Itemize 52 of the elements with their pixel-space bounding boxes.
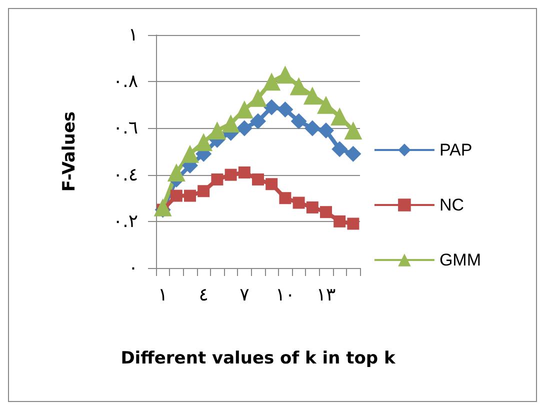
point	[292, 196, 305, 209]
point	[334, 215, 346, 228]
point	[170, 190, 182, 202]
point	[262, 72, 281, 91]
legend-label: PAP	[439, 140, 472, 160]
point	[181, 144, 199, 163]
point	[344, 122, 362, 140]
point	[320, 206, 332, 218]
y-axis-title: F-Values	[60, 111, 80, 192]
y-tick-label: ١	[128, 24, 138, 46]
point	[264, 99, 280, 116]
point	[250, 113, 266, 130]
point	[277, 102, 294, 118]
point	[303, 86, 322, 105]
point	[290, 113, 307, 130]
x-tick-label: ١٠	[276, 284, 295, 306]
point	[198, 185, 210, 198]
y-tick-label: ٠.٢	[112, 210, 138, 232]
point	[332, 141, 348, 158]
x-tick-label: ١٣	[316, 284, 336, 306]
point	[208, 122, 226, 140]
point	[249, 88, 267, 107]
point	[252, 173, 264, 186]
point	[318, 122, 334, 139]
point	[211, 173, 224, 186]
point	[167, 163, 186, 182]
point	[347, 218, 360, 230]
y-tick-label: ٠.٤	[112, 164, 138, 186]
point	[306, 201, 318, 214]
point	[154, 198, 172, 216]
y-tick-label: ٠.٦	[112, 118, 138, 139]
point	[279, 192, 292, 204]
point	[194, 133, 213, 152]
point	[345, 146, 362, 162]
point	[304, 120, 320, 136]
y-tick-label: ٠.٨	[112, 71, 138, 92]
point	[222, 114, 240, 133]
x-tick-label: ١	[158, 284, 168, 306]
point	[276, 66, 294, 84]
y-tick-label: ٠	[128, 258, 138, 278]
legend-label: NC	[439, 196, 464, 214]
legend-label: GMM	[439, 250, 481, 270]
x-tick-label: ٧	[240, 284, 250, 306]
point	[184, 190, 196, 202]
point	[238, 166, 250, 178]
point	[317, 96, 335, 114]
x-tick-label: ٤	[198, 284, 208, 306]
point	[224, 168, 237, 181]
point	[236, 120, 252, 136]
x-axis-title: Different values of k in top k	[120, 348, 396, 368]
point	[290, 77, 308, 96]
point	[266, 178, 278, 190]
